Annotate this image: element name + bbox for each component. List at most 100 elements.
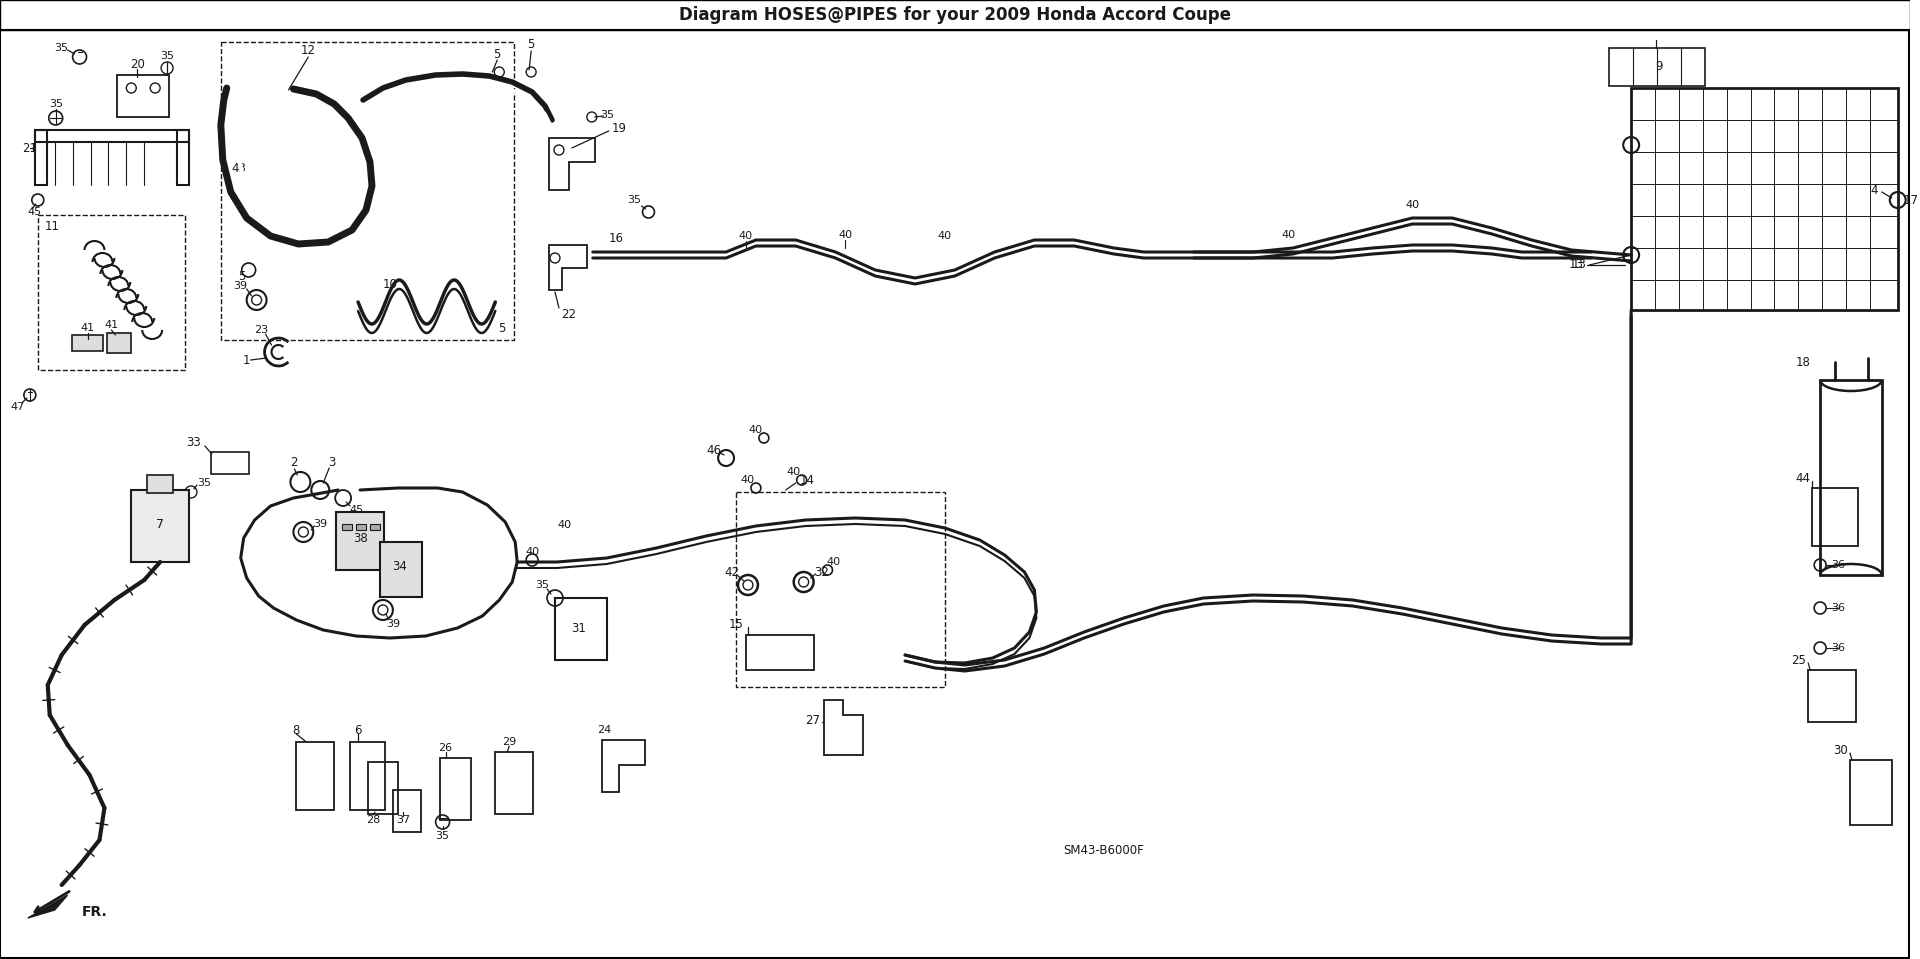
Text: 40: 40 — [1281, 230, 1296, 240]
Text: 5: 5 — [493, 49, 501, 61]
Bar — [35, 130, 46, 185]
Bar — [1851, 760, 1891, 825]
Text: 35: 35 — [599, 110, 614, 120]
Text: 11: 11 — [44, 220, 60, 232]
Text: 36: 36 — [1832, 603, 1845, 613]
Bar — [177, 130, 188, 185]
Text: 9: 9 — [1655, 59, 1663, 73]
Bar — [369, 762, 397, 814]
Text: 39: 39 — [386, 619, 399, 629]
Text: 24: 24 — [597, 725, 612, 735]
Text: 30: 30 — [1834, 743, 1847, 757]
Text: 36: 36 — [1832, 560, 1845, 570]
Text: 35: 35 — [536, 580, 549, 590]
Text: 5: 5 — [238, 270, 246, 284]
Bar — [747, 635, 814, 670]
Bar — [71, 335, 104, 351]
Bar — [440, 758, 472, 820]
Text: 46: 46 — [707, 443, 722, 456]
Text: 27: 27 — [806, 713, 820, 727]
Text: 18: 18 — [1795, 356, 1811, 368]
Text: 40: 40 — [1405, 200, 1419, 210]
Text: 36: 36 — [1832, 643, 1845, 653]
Text: 21: 21 — [21, 142, 36, 154]
Text: 39: 39 — [313, 519, 326, 529]
Polygon shape — [29, 895, 67, 918]
Text: 43: 43 — [230, 161, 246, 175]
Text: 40: 40 — [839, 230, 852, 240]
Text: 20: 20 — [131, 58, 144, 71]
Bar — [38, 215, 184, 370]
Text: 40: 40 — [739, 231, 753, 241]
Text: 5: 5 — [499, 321, 507, 335]
Bar — [371, 524, 380, 530]
Bar — [342, 524, 351, 530]
Text: 33: 33 — [186, 435, 202, 449]
Text: 35: 35 — [54, 43, 69, 53]
Bar — [336, 512, 384, 570]
Text: 26: 26 — [438, 743, 453, 753]
Text: 45: 45 — [29, 207, 42, 217]
Text: 2: 2 — [290, 456, 298, 470]
Bar — [131, 490, 188, 562]
Bar — [495, 752, 534, 814]
Text: 13: 13 — [1572, 259, 1586, 271]
Text: 32: 32 — [814, 566, 829, 578]
Bar — [1632, 88, 1897, 310]
Text: 13: 13 — [1569, 259, 1584, 271]
Text: 10: 10 — [382, 278, 397, 292]
Text: 1: 1 — [244, 354, 250, 366]
Text: 40: 40 — [937, 231, 952, 241]
Bar — [1609, 48, 1705, 86]
Text: 4: 4 — [1870, 183, 1878, 197]
Text: 5: 5 — [528, 38, 536, 52]
Bar — [35, 130, 188, 142]
Bar — [0, 0, 1910, 30]
Text: 35: 35 — [436, 831, 449, 841]
Text: 45: 45 — [349, 505, 363, 515]
Text: 41: 41 — [104, 320, 119, 330]
Text: 34: 34 — [392, 560, 407, 573]
Text: 35: 35 — [159, 51, 175, 61]
Text: 12: 12 — [301, 44, 315, 58]
Bar — [349, 742, 384, 810]
Bar — [355, 524, 367, 530]
Bar — [1820, 380, 1882, 575]
Bar — [117, 75, 169, 117]
Bar — [735, 492, 945, 687]
Text: 16: 16 — [609, 231, 624, 245]
Text: FR.: FR. — [81, 905, 108, 919]
Text: 7: 7 — [156, 519, 163, 531]
Text: 40: 40 — [741, 475, 755, 485]
Text: 44: 44 — [1795, 472, 1811, 484]
Bar — [108, 333, 131, 353]
Text: 47: 47 — [12, 402, 25, 412]
Text: 29: 29 — [503, 737, 516, 747]
Text: 8: 8 — [292, 723, 300, 737]
Bar — [211, 452, 250, 474]
Text: 40: 40 — [787, 467, 801, 477]
Text: 15: 15 — [730, 619, 743, 631]
Text: 6: 6 — [355, 723, 361, 737]
Bar — [380, 542, 422, 597]
Text: 40: 40 — [559, 520, 572, 530]
Text: 40: 40 — [826, 557, 841, 567]
Text: 41: 41 — [81, 323, 94, 333]
Text: 31: 31 — [572, 621, 586, 635]
Text: 35: 35 — [198, 478, 211, 488]
Text: 3: 3 — [328, 456, 336, 470]
Text: 19: 19 — [612, 122, 626, 134]
Text: 28: 28 — [367, 815, 380, 825]
Text: 14: 14 — [801, 474, 816, 486]
Text: 23: 23 — [255, 325, 269, 335]
Bar — [555, 598, 607, 660]
Text: 38: 38 — [353, 531, 367, 545]
Text: 40: 40 — [524, 547, 540, 557]
Text: 35: 35 — [628, 195, 641, 205]
Bar — [1809, 670, 1857, 722]
Text: 22: 22 — [561, 309, 576, 321]
Text: 42: 42 — [724, 566, 739, 578]
Text: Diagram HOSES@PIPES for your 2009 Honda Accord Coupe: Diagram HOSES@PIPES for your 2009 Honda … — [680, 6, 1231, 24]
Text: 37: 37 — [396, 815, 409, 825]
Text: 35: 35 — [48, 99, 63, 109]
